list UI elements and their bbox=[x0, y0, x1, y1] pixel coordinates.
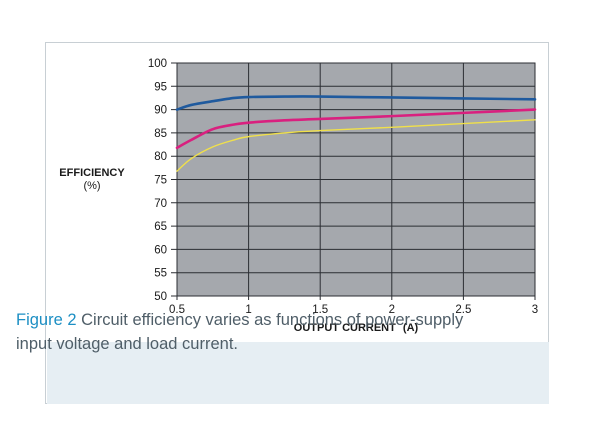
x-axis-title: OUTPUT CURRENT (A) bbox=[294, 322, 419, 334]
y-tick-label: 75 bbox=[154, 175, 167, 187]
grid-lines bbox=[171, 62, 536, 300]
y-tick-label: 50 bbox=[154, 291, 167, 303]
x-tick-label: 2.5 bbox=[455, 304, 471, 316]
x-tick-label: 1 bbox=[245, 304, 251, 316]
y-axis-title: EFFICIENCY bbox=[59, 167, 125, 179]
y-tick-label: 85 bbox=[154, 128, 167, 140]
y-tick-label: 60 bbox=[154, 244, 167, 256]
y-tick-label: 65 bbox=[154, 221, 167, 233]
x-tick-label: 3 bbox=[532, 304, 538, 316]
y-tick-label: 90 bbox=[154, 105, 167, 117]
series-line-3 bbox=[176, 119, 536, 172]
y-axis-unit: (%) bbox=[83, 180, 100, 192]
caption-band bbox=[47, 342, 549, 404]
plot-border bbox=[176, 62, 536, 297]
y-tick-label: 100 bbox=[148, 58, 167, 70]
x-tick-label: 0.5 bbox=[169, 304, 185, 316]
y-tick-label: 95 bbox=[154, 81, 167, 93]
figure-label: Figure 2 bbox=[16, 311, 77, 329]
y-tick-label: 55 bbox=[154, 268, 167, 280]
series-line-2 bbox=[175, 108, 537, 150]
tick-labels: 50 55 60 65 70 75 80 85 90 95 100 0.5 1 1.5 2 2.5 3 bbox=[148, 58, 538, 316]
figure-caption: Figure 2 Circuit efficiency varies as fu… bbox=[16, 308, 496, 356]
x-tick-label: 2 bbox=[389, 304, 395, 316]
x-axis-title-text: OUTPUT CURRENT bbox=[294, 322, 396, 334]
x-tick-label: 1.5 bbox=[312, 304, 328, 316]
caption-text: Circuit efficiency varies as functions o… bbox=[16, 311, 464, 353]
y-tick-label: 80 bbox=[154, 151, 167, 163]
y-tick-label: 70 bbox=[154, 198, 167, 210]
x-axis-unit: (A) bbox=[403, 322, 419, 334]
series-line-1 bbox=[175, 95, 537, 111]
series-layer bbox=[175, 95, 537, 172]
